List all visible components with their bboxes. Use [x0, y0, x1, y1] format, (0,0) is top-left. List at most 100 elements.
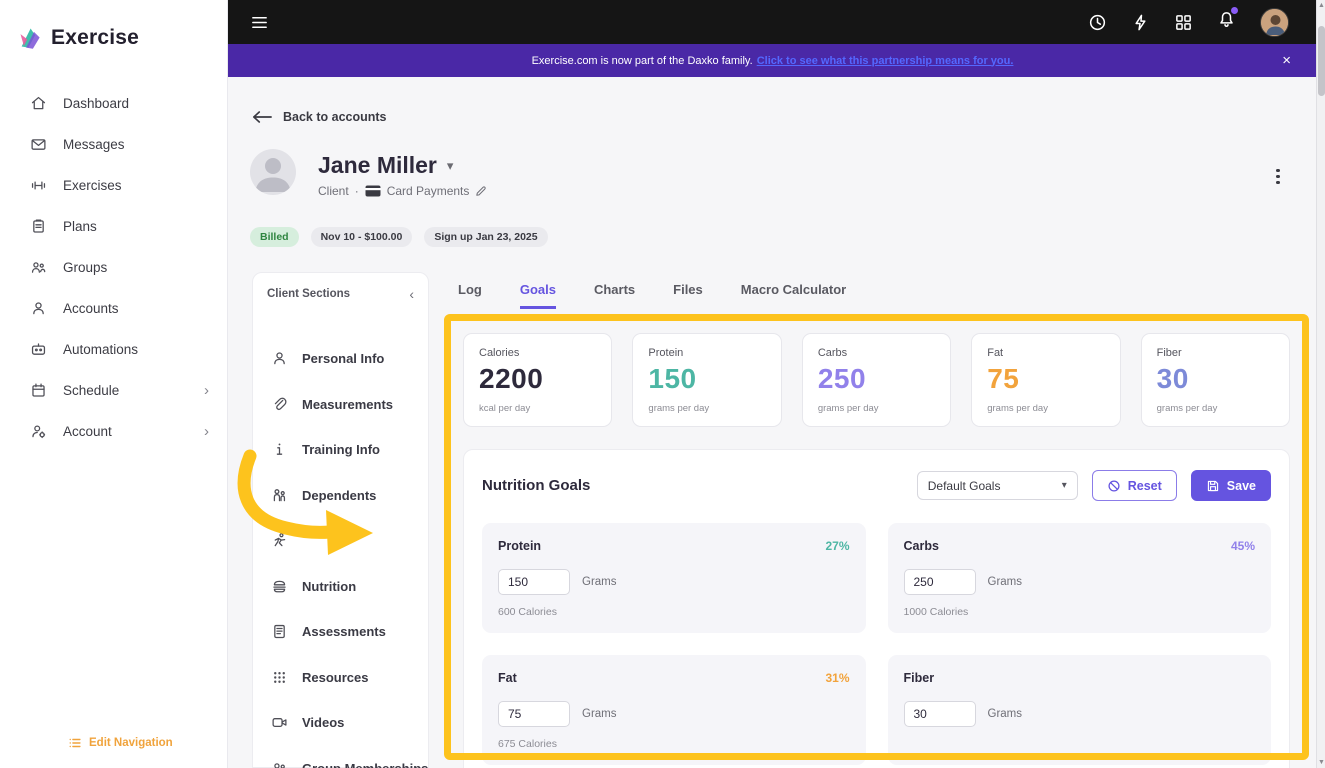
- goals-content: Calories 2200 kcal per day Protein 150 g…: [451, 321, 1302, 768]
- sidebar-item-plans[interactable]: Plans: [0, 206, 227, 247]
- page-scrollbar[interactable]: ▲ ▼: [1316, 0, 1325, 768]
- assessment-clipboard-icon: [274, 625, 285, 639]
- sidebar-item-messages[interactable]: Messages: [0, 124, 227, 165]
- edit-navigation-label: Edit Navigation: [89, 737, 173, 749]
- user-avatar[interactable]: [1260, 7, 1289, 37]
- apps-grid-icon[interactable]: [1174, 13, 1193, 32]
- scrollbar-up-arrow[interactable]: ▲: [1318, 2, 1325, 9]
- status-badge-billed: Billed: [250, 227, 299, 247]
- section-item-label: Measurements: [302, 396, 394, 412]
- preset-selected-value: Default Goals: [927, 478, 1001, 493]
- history-clock-icon[interactable]: [1088, 13, 1107, 32]
- protein-grams-input[interactable]: [498, 569, 570, 595]
- save-button[interactable]: Save: [1190, 470, 1271, 501]
- sidebar-item-accounts[interactable]: Accounts: [0, 288, 227, 329]
- sidebar-item-automations[interactable]: Automations: [0, 329, 227, 370]
- sidebar-item-label: Plans: [63, 219, 97, 234]
- tab-goals[interactable]: Goals: [519, 282, 556, 309]
- goal-card-fiber: Fiber Grams: [887, 655, 1271, 765]
- fiber-grams-input[interactable]: [903, 701, 976, 727]
- goal-calories: 1000 Calories: [903, 606, 969, 618]
- signup-badge: Sign up Jan 23, 2025: [424, 227, 548, 247]
- stat-value: 30: [1156, 363, 1189, 394]
- sidebar-item-schedule[interactable]: Schedule ›: [0, 370, 227, 411]
- sidebar-item-account[interactable]: Account ›: [0, 411, 227, 452]
- save-floppy-icon: [1207, 480, 1218, 491]
- tab-macro-calculator[interactable]: Macro Calculator: [740, 282, 847, 297]
- sidebar-item-label: Schedule: [63, 383, 120, 398]
- fat-grams-input[interactable]: [498, 701, 570, 727]
- sidebar-item-exercises[interactable]: Exercises: [0, 165, 227, 206]
- section-item-nutrition[interactable]: Nutrition: [253, 564, 428, 610]
- sidebar-item-label: Accounts: [63, 301, 119, 316]
- sidebar-item-groups[interactable]: Groups: [0, 247, 227, 288]
- section-item-assessments[interactable]: Assessments: [253, 609, 428, 655]
- client-sections-title: Client Sections: [267, 288, 351, 300]
- content-tabs: Log Goals Charts Files Macro Calculator: [458, 282, 846, 309]
- clipboard-icon: [33, 219, 44, 233]
- client-avatar: [250, 149, 296, 195]
- goal-unit-label: Grams: [582, 576, 617, 588]
- section-item-resources[interactable]: Resources: [253, 655, 428, 701]
- client-role: Client: [318, 184, 349, 198]
- banner-link[interactable]: Click to see what this partnership means…: [756, 54, 1014, 67]
- tab-files[interactable]: Files: [673, 282, 703, 297]
- goal-percent: 45%: [1230, 539, 1255, 553]
- goals-preset-select[interactable]: Default Goals ▾: [916, 471, 1078, 500]
- carbs-grams-input[interactable]: [903, 569, 976, 595]
- goal-calories: 600 Calories: [498, 606, 557, 618]
- chevron-down-icon[interactable]: ▾: [446, 157, 454, 173]
- client-name-row: Jane Miller ▾: [318, 152, 453, 179]
- sidebar-item-dashboard[interactable]: Dashboard: [0, 83, 227, 124]
- stat-label: Protein: [648, 347, 684, 359]
- edit-navigation-link[interactable]: Edit Navigation: [68, 736, 173, 750]
- tab-charts[interactable]: Charts: [593, 282, 636, 297]
- chevron-right-icon: ›: [204, 382, 209, 399]
- goal-calories: 675 Calories: [498, 738, 557, 750]
- brand-name: Exercise: [51, 25, 140, 49]
- scrollbar-down-arrow[interactable]: ▼: [1318, 759, 1325, 766]
- goal-unit-label: Grams: [582, 708, 617, 720]
- close-icon[interactable]: ×: [1282, 52, 1291, 69]
- nutrition-goals-card: Nutrition Goals Default Goals ▾ Reset Sa…: [463, 449, 1290, 768]
- person-gear-icon: [32, 425, 46, 439]
- section-item-label: Assessments: [302, 624, 386, 640]
- burger-icon: [273, 580, 286, 593]
- pencil-edit-icon[interactable]: [475, 185, 487, 197]
- section-item-training-info[interactable]: Training Info: [253, 427, 428, 473]
- section-item-dependents[interactable]: Dependents: [253, 473, 428, 519]
- back-to-accounts-link[interactable]: Back to accounts: [252, 110, 387, 124]
- topbar: [228, 0, 1317, 44]
- sidebar-item-label: Groups: [63, 260, 108, 275]
- scrollbar-thumb[interactable]: [1318, 26, 1325, 96]
- reset-slash-icon: [1108, 479, 1120, 492]
- section-item-measurements[interactable]: Measurements: [253, 382, 428, 428]
- nutrition-goals-controls: Default Goals ▾ Reset Save: [916, 470, 1271, 501]
- automation-bot-icon: [31, 343, 46, 355]
- nutrition-goals-header: Nutrition Goals Default Goals ▾ Reset Sa…: [482, 470, 1271, 501]
- people-icon: [31, 262, 46, 273]
- section-item-personal-info[interactable]: Personal Info: [253, 336, 428, 382]
- more-options-menu[interactable]: [1272, 162, 1284, 191]
- topbar-actions: [1088, 7, 1317, 37]
- reset-button[interactable]: Reset: [1091, 470, 1177, 501]
- client-name: Jane Miller: [318, 152, 437, 178]
- billing-badge: Nov 10 - $100.00: [310, 227, 413, 247]
- reset-label: Reset: [1127, 478, 1162, 493]
- payment-method-label: Card Payments: [386, 184, 470, 198]
- collapse-chevron-icon[interactable]: ‹: [409, 286, 414, 302]
- grid-dots-icon: [274, 671, 285, 683]
- stat-card-calories: Calories 2200 kcal per day: [463, 333, 613, 427]
- credit-card-icon: [365, 185, 381, 197]
- stat-unit: grams per day: [648, 403, 710, 414]
- section-item-videos[interactable]: Videos: [253, 700, 428, 746]
- hamburger-menu-icon[interactable]: [250, 13, 269, 32]
- tab-log[interactable]: Log: [458, 282, 482, 297]
- lightning-bolt-icon[interactable]: [1131, 13, 1150, 32]
- sidebar-item-label: Account: [63, 424, 112, 439]
- section-item-hidden-behind-arrow[interactable]: [253, 518, 428, 564]
- notifications-button[interactable]: [1217, 7, 1238, 34]
- section-item-group-memberships[interactable]: Group Memberships: [253, 746, 428, 768]
- brand[interactable]: Exercise: [0, 0, 227, 51]
- stat-card-protein: Protein 150 grams per day: [632, 333, 782, 427]
